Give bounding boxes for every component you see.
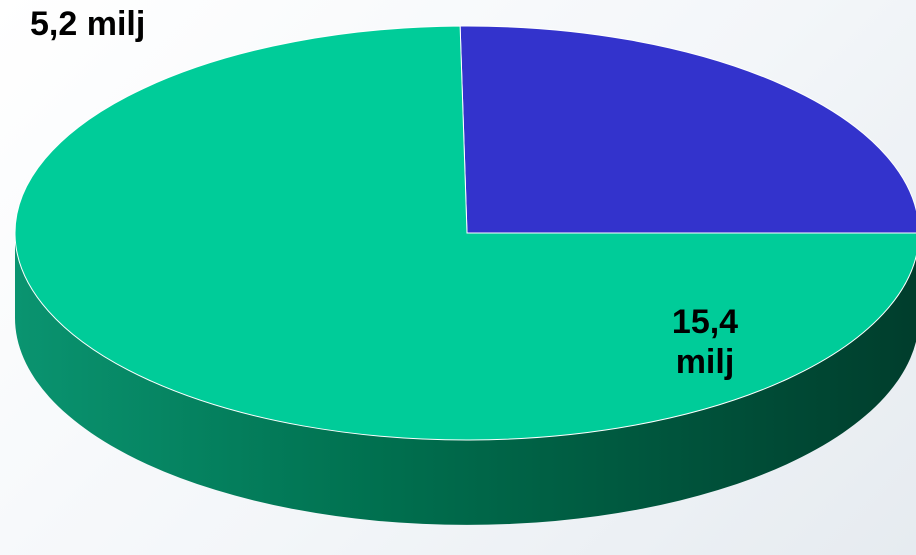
data-label-slice-1: 5,2 milj — [30, 5, 146, 43]
data-label-slice-2: 15,4 milj — [671, 303, 739, 381]
pie-side-wall — [15, 233, 916, 525]
pie-slice-1 — [459, 25, 916, 234]
pie-slice-2 — [14, 25, 916, 441]
